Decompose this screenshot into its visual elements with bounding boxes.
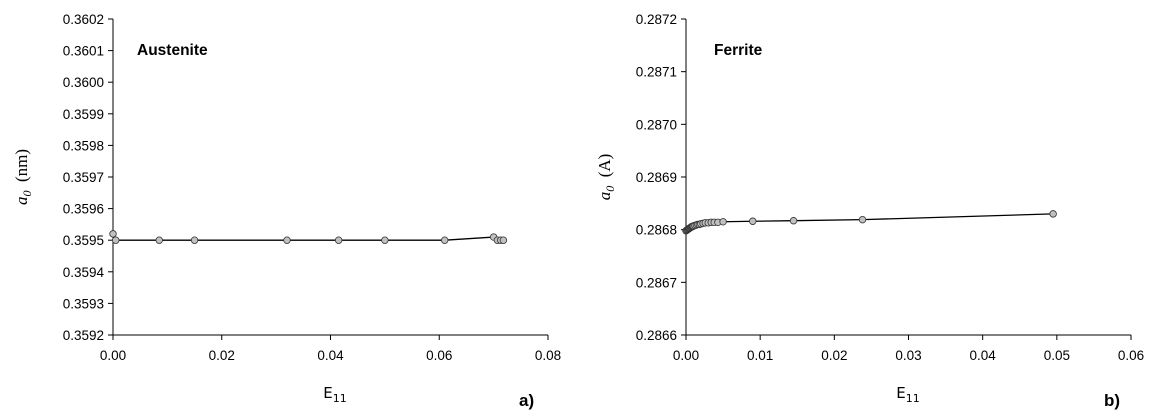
data-point bbox=[719, 218, 727, 226]
x-tick-label: 0.06 bbox=[1118, 348, 1144, 363]
x-tick-label: 0.04 bbox=[317, 348, 344, 363]
x-tick-label: 0.02 bbox=[209, 348, 235, 363]
y-tick-label: 0.2866 bbox=[636, 328, 677, 343]
y-tick-label: 0.2870 bbox=[636, 117, 677, 132]
x-tick-label: 0.00 bbox=[100, 348, 126, 363]
x-tick-label: 0.08 bbox=[535, 348, 561, 363]
data-point bbox=[109, 230, 117, 238]
y-tick-label: 0.2867 bbox=[636, 275, 677, 290]
chart-panel-2: 0.2866 0.2867 0.2868 0.2869 0.2870 0.2871 0.28… bbox=[595, 12, 1144, 410]
data-point bbox=[334, 236, 343, 244]
y-tick-label: 0.3597 bbox=[63, 170, 104, 185]
y-tick-label: 0.3600 bbox=[63, 75, 104, 90]
y-tick-label: 0.3593 bbox=[63, 296, 104, 311]
y-tick-label: 0.3602 bbox=[63, 12, 104, 27]
y-axis-label: a0 (A) bbox=[595, 154, 617, 201]
data-point bbox=[190, 236, 199, 244]
y-tick-label: 0.2871 bbox=[636, 65, 677, 80]
y-tick-label: 0.2868 bbox=[636, 223, 677, 238]
data-point bbox=[858, 215, 867, 224]
y-tick-label: 0.2872 bbox=[636, 12, 677, 27]
x-tick-label: 0.00 bbox=[673, 348, 699, 363]
data-point bbox=[283, 236, 291, 244]
data-point bbox=[155, 236, 163, 244]
y-tick-label: 0.3601 bbox=[63, 44, 104, 59]
y-tick-label: 0.3595 bbox=[63, 233, 104, 248]
data-point bbox=[749, 217, 757, 225]
y-tick-label: 0.2869 bbox=[636, 170, 677, 185]
y-tick-label: 0.3596 bbox=[63, 202, 104, 217]
material-label: Austenite bbox=[137, 42, 208, 59]
panel-letter: a) bbox=[519, 391, 534, 410]
y-tick-label: 0.3598 bbox=[63, 138, 104, 153]
x-axis-label: E11 bbox=[896, 384, 919, 405]
material-label: Ferrite bbox=[714, 42, 763, 59]
x-tick-label: 0.06 bbox=[426, 348, 452, 363]
x-axis-label: E11 bbox=[323, 384, 346, 405]
y-tick-label: 0.3599 bbox=[63, 107, 104, 122]
y-tick-label: 0.3594 bbox=[63, 265, 105, 280]
data-point bbox=[440, 236, 449, 244]
series-line bbox=[685, 213, 1054, 232]
x-tick-label: 0.04 bbox=[970, 348, 997, 363]
chart-panel-1: 0.3592 0.3593 0.3594 0.3595 0.3596 0.3597 0.35… bbox=[12, 12, 561, 410]
data-point bbox=[381, 236, 389, 244]
data-point bbox=[789, 217, 798, 225]
x-tick-label: 0.03 bbox=[895, 348, 921, 363]
y-tick-label: 0.3592 bbox=[63, 328, 104, 343]
x-tick-label: 0.05 bbox=[1044, 348, 1070, 363]
data-point bbox=[112, 236, 120, 244]
x-tick-label: 0.01 bbox=[747, 348, 773, 363]
x-tick-label: 0.02 bbox=[821, 348, 847, 363]
data-point bbox=[499, 236, 508, 244]
data-point bbox=[1049, 210, 1057, 218]
y-axis-label: a0 (nm) bbox=[12, 149, 34, 205]
panel-letter: b) bbox=[1104, 391, 1120, 410]
